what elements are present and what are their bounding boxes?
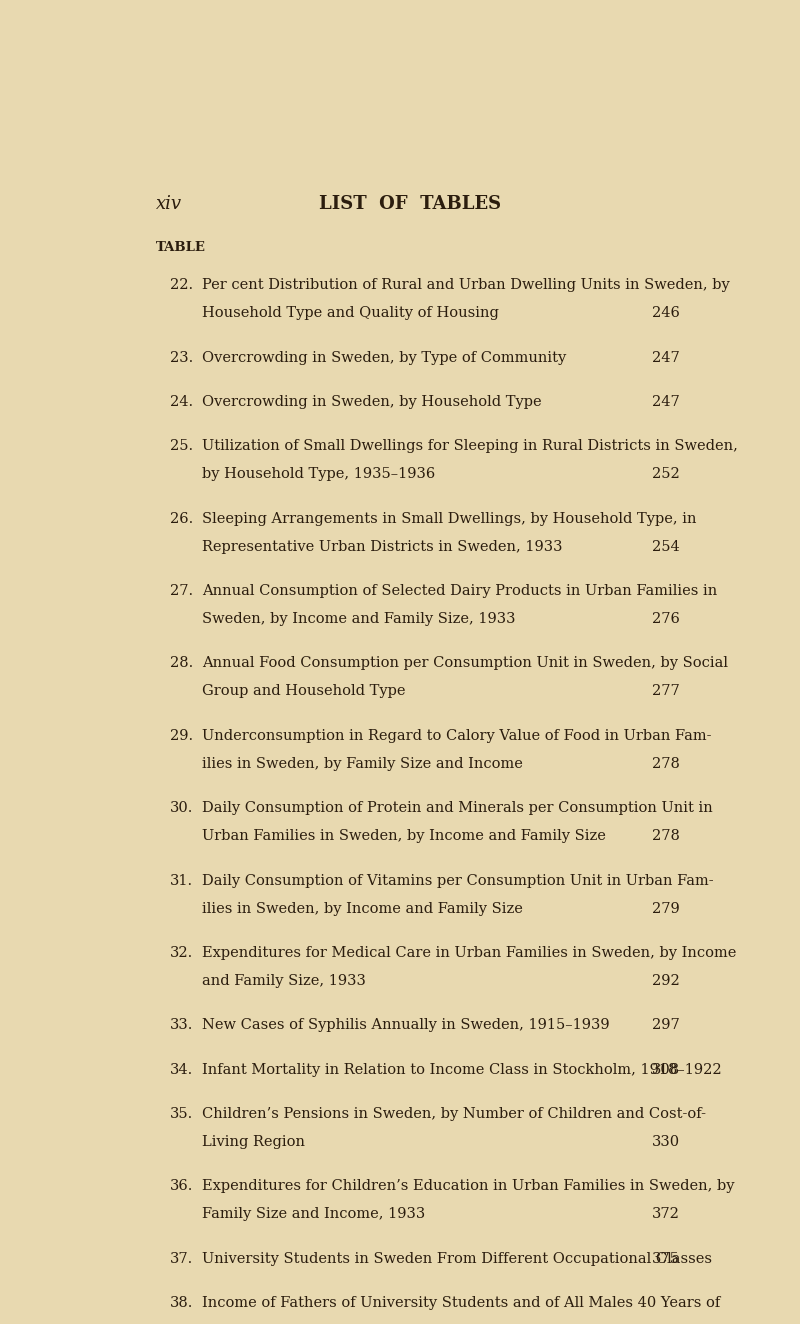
- Text: 277: 277: [652, 685, 680, 699]
- Text: Family Size and Income, 1933: Family Size and Income, 1933: [202, 1207, 426, 1222]
- Text: by Household Type, 1935–1936: by Household Type, 1935–1936: [202, 467, 435, 481]
- Text: Per cent Distribution of Rural and Urban Dwelling Units in Sweden, by: Per cent Distribution of Rural and Urban…: [202, 278, 730, 293]
- Text: 31.: 31.: [170, 874, 193, 887]
- Text: 25.: 25.: [170, 440, 193, 453]
- Text: 34.: 34.: [170, 1063, 193, 1076]
- Text: Overcrowding in Sweden, by Household Type: Overcrowding in Sweden, by Household Typ…: [202, 395, 542, 409]
- Text: 35.: 35.: [170, 1107, 193, 1121]
- Text: 33.: 33.: [170, 1018, 193, 1033]
- Text: 30.: 30.: [170, 801, 193, 816]
- Text: 28.: 28.: [170, 657, 193, 670]
- Text: Group and Household Type: Group and Household Type: [202, 685, 406, 699]
- Text: 254: 254: [652, 540, 680, 553]
- Text: ilies in Sweden, by Family Size and Income: ilies in Sweden, by Family Size and Inco…: [202, 757, 523, 771]
- Text: 278: 278: [652, 757, 680, 771]
- Text: 247: 247: [652, 351, 680, 364]
- Text: 246: 246: [652, 306, 680, 320]
- Text: Annual Consumption of Selected Dairy Products in Urban Families in: Annual Consumption of Selected Dairy Pro…: [202, 584, 718, 598]
- Text: 252: 252: [652, 467, 680, 481]
- Text: Expenditures for Children’s Education in Urban Families in Sweden, by: Expenditures for Children’s Education in…: [202, 1180, 734, 1193]
- Text: ilies in Sweden, by Income and Family Size: ilies in Sweden, by Income and Family Si…: [202, 902, 523, 916]
- Text: xiv: xiv: [156, 195, 182, 213]
- Text: New Cases of Syphilis Annually in Sweden, 1915–1939: New Cases of Syphilis Annually in Sweden…: [202, 1018, 610, 1033]
- Text: Daily Consumption of Protein and Minerals per Consumption Unit in: Daily Consumption of Protein and Mineral…: [202, 801, 713, 816]
- Text: 247: 247: [652, 395, 680, 409]
- Text: Urban Families in Sweden, by Income and Family Size: Urban Families in Sweden, by Income and …: [202, 829, 606, 843]
- Text: 308: 308: [651, 1063, 680, 1076]
- Text: Infant Mortality in Relation to Income Class in Stockholm, 1918–1922: Infant Mortality in Relation to Income C…: [202, 1063, 722, 1076]
- Text: Daily Consumption of Vitamins per Consumption Unit in Urban Fam-: Daily Consumption of Vitamins per Consum…: [202, 874, 714, 887]
- Text: 36.: 36.: [170, 1180, 193, 1193]
- Text: Overcrowding in Sweden, by Type of Community: Overcrowding in Sweden, by Type of Commu…: [202, 351, 566, 364]
- Text: 276: 276: [652, 612, 680, 626]
- Text: LIST  OF  TABLES: LIST OF TABLES: [319, 195, 501, 213]
- Text: Sleeping Arrangements in Small Dwellings, by Household Type, in: Sleeping Arrangements in Small Dwellings…: [202, 511, 697, 526]
- Text: 292: 292: [652, 974, 680, 988]
- Text: 375: 375: [652, 1251, 680, 1266]
- Text: 37.: 37.: [170, 1251, 193, 1266]
- Text: University Students in Sweden From Different Occupational Classes: University Students in Sweden From Diffe…: [202, 1251, 712, 1266]
- Text: Expenditures for Medical Care in Urban Families in Sweden, by Income: Expenditures for Medical Care in Urban F…: [202, 945, 737, 960]
- Text: 279: 279: [652, 902, 680, 916]
- Text: 372: 372: [652, 1207, 680, 1222]
- Text: Underconsumption in Regard to Calory Value of Food in Urban Fam-: Underconsumption in Regard to Calory Val…: [202, 728, 712, 743]
- Text: 330: 330: [651, 1135, 680, 1149]
- Text: 24.: 24.: [170, 395, 193, 409]
- Text: 26.: 26.: [170, 511, 193, 526]
- Text: 23.: 23.: [170, 351, 193, 364]
- Text: 32.: 32.: [170, 945, 193, 960]
- Text: Annual Food Consumption per Consumption Unit in Sweden, by Social: Annual Food Consumption per Consumption …: [202, 657, 728, 670]
- Text: 22.: 22.: [170, 278, 193, 293]
- Text: and Family Size, 1933: and Family Size, 1933: [202, 974, 366, 988]
- Text: Children’s Pensions in Sweden, by Number of Children and Cost-of-: Children’s Pensions in Sweden, by Number…: [202, 1107, 706, 1121]
- Text: Representative Urban Districts in Sweden, 1933: Representative Urban Districts in Sweden…: [202, 540, 562, 553]
- Text: 278: 278: [652, 829, 680, 843]
- Text: 29.: 29.: [170, 728, 193, 743]
- Text: TABLE: TABLE: [156, 241, 206, 254]
- Text: Household Type and Quality of Housing: Household Type and Quality of Housing: [202, 306, 499, 320]
- Text: 38.: 38.: [170, 1296, 193, 1311]
- Text: Sweden, by Income and Family Size, 1933: Sweden, by Income and Family Size, 1933: [202, 612, 516, 626]
- Text: Utilization of Small Dwellings for Sleeping in Rural Districts in Sweden,: Utilization of Small Dwellings for Sleep…: [202, 440, 738, 453]
- Text: Income of Fathers of University Students and of All Males 40 Years of: Income of Fathers of University Students…: [202, 1296, 721, 1311]
- Text: Living Region: Living Region: [202, 1135, 306, 1149]
- Text: 27.: 27.: [170, 584, 193, 598]
- Text: 297: 297: [652, 1018, 680, 1033]
